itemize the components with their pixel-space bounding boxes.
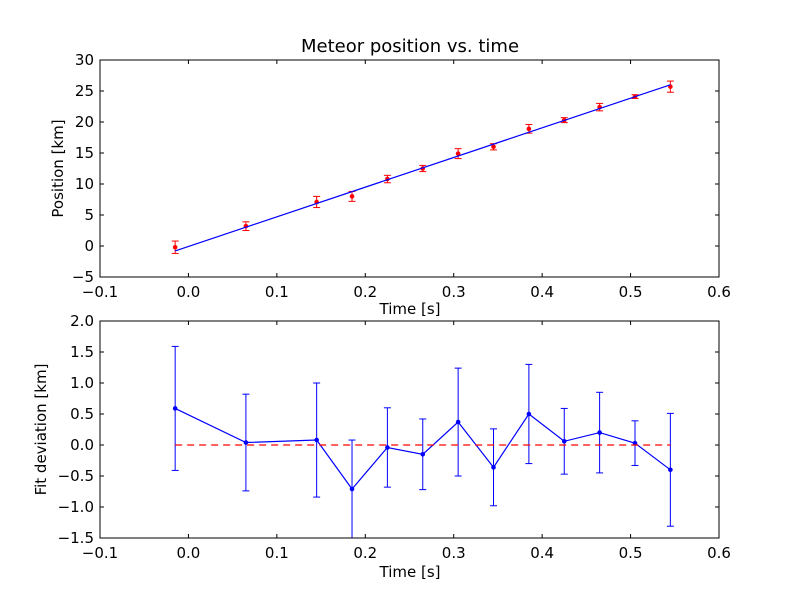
data-point bbox=[561, 438, 567, 444]
y-tick-label: 25 bbox=[75, 82, 94, 100]
x-tick-label: −0.1 bbox=[82, 283, 118, 301]
data-point bbox=[491, 465, 496, 470]
data-point bbox=[455, 419, 461, 425]
y-tick-label: −5 bbox=[72, 268, 94, 286]
axes-frame bbox=[99, 320, 720, 539]
data-point bbox=[243, 440, 249, 445]
x-tick-label: 0.5 bbox=[619, 544, 643, 562]
y-tick-label: 0.5 bbox=[70, 405, 94, 423]
x-axis-label: Time [s] bbox=[379, 300, 441, 318]
y-tick-label: −1.0 bbox=[58, 498, 94, 516]
deviation-panel: −0.1 0.0 0.1 0.2 0.3 0.4 0.5 0.6 −1.5 −1.0 −0.5 0.0… bbox=[32, 312, 731, 581]
y-tick-label: 2.0 bbox=[70, 312, 94, 330]
data-point bbox=[349, 486, 355, 492]
chart-title: Meteor position vs. time bbox=[301, 36, 519, 57]
y-tick-label: 20 bbox=[75, 113, 94, 131]
data-point bbox=[172, 244, 178, 250]
plot-marks bbox=[171, 80, 674, 254]
y-tick-label: 0.0 bbox=[70, 436, 94, 454]
x-tick-label: 0.4 bbox=[530, 283, 554, 301]
fit-line bbox=[174, 84, 671, 252]
y-axis-label: Position [km] bbox=[49, 119, 67, 217]
x-tick-label: 0.2 bbox=[353, 544, 377, 562]
y-tick-label: 1.5 bbox=[70, 343, 94, 361]
data-point bbox=[455, 151, 461, 156]
y-tick-label: −1.5 bbox=[58, 529, 94, 547]
axis-ticks: −0.1 0.0 0.1 0.2 0.3 0.4 0.5 0.6 −1.5 −1.0 −0.5 0.0… bbox=[58, 312, 731, 562]
y-tick-label: 5 bbox=[84, 206, 94, 224]
x-tick-label: 0.1 bbox=[265, 544, 289, 562]
x-tick-label: −0.1 bbox=[82, 544, 118, 562]
y-tick-label: 10 bbox=[75, 175, 94, 193]
x-tick-label: 0.3 bbox=[442, 283, 466, 301]
x-tick-label: 0.2 bbox=[353, 283, 377, 301]
plot-marks bbox=[171, 345, 674, 539]
x-tick-label: 0.4 bbox=[530, 544, 554, 562]
y-tick-label: 0 bbox=[84, 237, 94, 255]
axes-frame bbox=[99, 59, 720, 278]
data-point bbox=[349, 194, 355, 199]
x-tick-label: 0.1 bbox=[265, 283, 289, 301]
data-point bbox=[668, 467, 673, 473]
x-tick-label: 0.0 bbox=[176, 283, 200, 301]
data-point bbox=[597, 430, 602, 435]
plot-area bbox=[100, 60, 719, 277]
data-point bbox=[172, 406, 178, 411]
data-point bbox=[314, 437, 319, 443]
plot-area bbox=[100, 321, 719, 538]
data-point bbox=[491, 144, 496, 150]
axis-ticks: −0.1 0.0 0.1 0.2 0.3 0.4 0.5 0.6 −5 0 5 10 15 20 25 30 bbox=[72, 51, 731, 301]
data-point bbox=[526, 126, 532, 132]
y-tick-label: 15 bbox=[75, 144, 94, 162]
y-tick-label: 30 bbox=[75, 51, 94, 69]
position-panel: Meteor position vs. time −0.1 0.0 0.1 0.2 0.… bbox=[49, 36, 731, 318]
y-axis-label: Fit deviation [km] bbox=[32, 364, 50, 496]
y-tick-label: 1.0 bbox=[70, 374, 94, 392]
x-axis-label: Time [s] bbox=[379, 563, 441, 581]
x-tick-label: 0.0 bbox=[176, 544, 200, 562]
x-tick-label: 0.3 bbox=[442, 544, 466, 562]
data-point bbox=[385, 445, 390, 450]
data-point bbox=[526, 411, 532, 417]
x-tick-label: 0.6 bbox=[707, 544, 731, 562]
y-tick-label: −0.5 bbox=[58, 467, 94, 485]
x-tick-label: 0.5 bbox=[619, 283, 643, 301]
data-point bbox=[420, 452, 426, 457]
x-tick-label: 0.6 bbox=[707, 283, 731, 301]
data-point bbox=[632, 440, 638, 446]
